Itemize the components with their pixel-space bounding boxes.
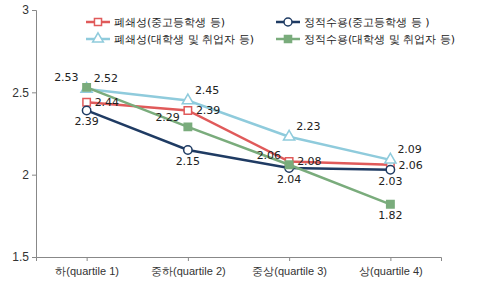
series-marker bbox=[387, 201, 394, 208]
x-tick-label: 상(quartile 4) bbox=[359, 265, 423, 277]
data-label: 2.29 bbox=[155, 111, 180, 124]
legend-marker bbox=[93, 33, 104, 42]
data-label: 2.44 bbox=[95, 96, 120, 109]
data-label: 2.39 bbox=[74, 115, 99, 128]
y-tick-label: 3 bbox=[22, 3, 29, 17]
x-tick-mark bbox=[390, 257, 391, 261]
legend-label: 폐쇄성(중고등학생 등) bbox=[114, 16, 225, 29]
series-marker bbox=[283, 130, 294, 140]
series-marker bbox=[82, 106, 90, 114]
series-line bbox=[87, 102, 391, 165]
y-tick: 2.5 bbox=[12, 86, 36, 100]
series-marker bbox=[184, 123, 191, 130]
series-marker bbox=[386, 166, 394, 174]
legend-label: 정적수용(대학생 및 취업자 등) bbox=[304, 33, 455, 46]
series-marker bbox=[184, 107, 191, 114]
series-marker bbox=[83, 84, 90, 91]
x-tick: 중하(quartile 2) bbox=[151, 257, 226, 277]
legend-marker bbox=[284, 18, 292, 26]
y-tick: 2 bbox=[22, 168, 36, 182]
data-label: 2.09 bbox=[397, 143, 422, 156]
y-tick: 1.5 bbox=[12, 250, 36, 264]
series-marker bbox=[81, 83, 92, 93]
series-marker bbox=[83, 99, 90, 106]
data-label: 2.53 bbox=[54, 71, 79, 84]
data-label: 2.06 bbox=[398, 159, 423, 172]
legend-item: 폐쇄성(대학생 및 취업자 등) bbox=[86, 33, 254, 46]
data-label: 2.52 bbox=[94, 72, 119, 85]
data-label: 2.03 bbox=[378, 175, 403, 188]
data-label: 2.08 bbox=[297, 155, 322, 168]
y-tick-mark bbox=[32, 175, 36, 176]
legend-label: 정적수용(중고등학생 등 ) bbox=[304, 16, 430, 29]
data-label: 2.39 bbox=[196, 104, 221, 117]
legend-marker bbox=[94, 18, 101, 25]
y-tick-mark bbox=[32, 10, 36, 11]
series-line bbox=[87, 87, 391, 204]
x-tick-label: 중하(quartile 2) bbox=[151, 265, 226, 277]
legend-label: 폐쇄성(대학생 및 취업자 등) bbox=[114, 33, 254, 46]
data-label: 1.82 bbox=[378, 209, 403, 222]
series-marker bbox=[285, 161, 292, 168]
series-group bbox=[81, 83, 396, 208]
data-label: 2.04 bbox=[277, 173, 302, 186]
data-label: 2.23 bbox=[296, 120, 321, 133]
series bbox=[81, 83, 396, 164]
y-tick-label: 2.5 bbox=[12, 86, 29, 100]
legend-marker bbox=[284, 35, 291, 42]
y-tick-label: 2 bbox=[22, 168, 29, 182]
data-label: 2.15 bbox=[176, 155, 201, 168]
data-label: 2.45 bbox=[195, 84, 220, 97]
x-tick: 하(quartile 1) bbox=[55, 257, 119, 277]
y-tick: 3 bbox=[22, 3, 36, 17]
legend: 폐쇄성(중고등학생 등) 정적수용(중고등학생 등 ) 폐쇄성(대학생 및 취업자 … bbox=[86, 16, 455, 46]
series bbox=[82, 106, 394, 174]
x-axis-line bbox=[37, 258, 442, 262]
series-line bbox=[87, 89, 391, 160]
x-tick-mark bbox=[289, 257, 290, 261]
x-tick-mark bbox=[87, 257, 88, 261]
y-tick-mark bbox=[32, 92, 36, 93]
y-axis: 1.5 2 2.5 3 bbox=[12, 3, 36, 264]
x-tick: 중상(quartile 3) bbox=[252, 257, 327, 277]
y-axis-line bbox=[32, 11, 37, 258]
legend-item: 정적수용(중고등학생 등 ) bbox=[276, 16, 430, 29]
chart: 1.522.53하(quartile 1)중하(quartile 2)중상(qu… bbox=[0, 0, 481, 289]
series-marker bbox=[184, 146, 192, 154]
series bbox=[83, 84, 394, 208]
y-tick-label: 1.5 bbox=[12, 250, 29, 264]
x-tick-mark bbox=[188, 257, 189, 261]
series-marker bbox=[385, 153, 396, 163]
x-tick-label: 하(quartile 1) bbox=[55, 265, 119, 277]
legend-item: 정적수용(대학생 및 취업자 등) bbox=[276, 33, 455, 46]
y-tick-mark bbox=[32, 257, 36, 258]
plot: 1.522.53하(quartile 1)중하(quartile 2)중상(qu… bbox=[12, 3, 455, 277]
data-label: 2.06 bbox=[257, 149, 282, 162]
x-tick: 상(quartile 4) bbox=[359, 257, 423, 277]
series-marker bbox=[182, 94, 193, 104]
data-labels: 2.44 2.39 2.08 2.06 2.39 2.15 2.04 2.03 2.52 2.45… bbox=[54, 71, 423, 222]
x-axis: 하(quartile 1) 중하(quartile 2) 중상(quartile 3… bbox=[37, 257, 442, 277]
x-tick-label: 중상(quartile 3) bbox=[252, 265, 327, 277]
legend-item: 폐쇄성(중고등학생 등) bbox=[86, 16, 225, 29]
